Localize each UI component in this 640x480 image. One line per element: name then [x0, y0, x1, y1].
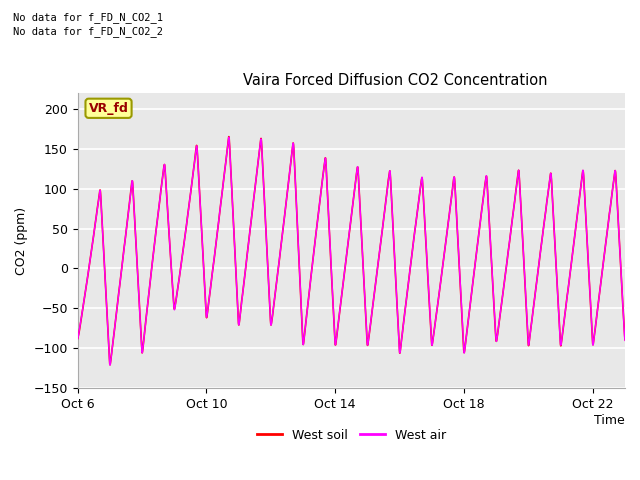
Text: No data for f_FD_N_CO2_2: No data for f_FD_N_CO2_2 [13, 26, 163, 37]
Text: VR_fd: VR_fd [88, 102, 129, 115]
Text: No data for f_FD_N_CO2_1: No data for f_FD_N_CO2_1 [13, 12, 163, 23]
Legend: West soil, West air: West soil, West air [252, 424, 451, 447]
Title: Vaira Forced Diffusion CO2 Concentration: Vaira Forced Diffusion CO2 Concentration [243, 72, 547, 87]
Y-axis label: CO2 (ppm): CO2 (ppm) [15, 206, 28, 275]
X-axis label: Time: Time [595, 414, 625, 427]
